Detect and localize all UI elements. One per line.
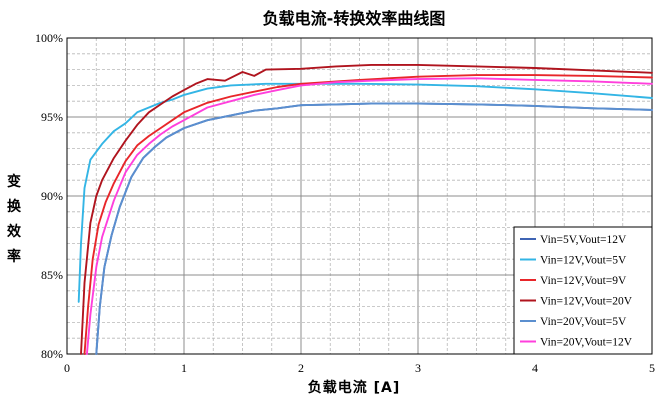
legend-entry: Vin=5V,Vout=12V (540, 234, 627, 246)
y-tick-label: 80% (41, 347, 63, 361)
series-line-6 (85, 77, 653, 355)
y-tick-label: 95% (41, 110, 63, 124)
y-axis-label-char: 率 (7, 248, 21, 265)
plot-frame (66, 37, 653, 355)
y-tick-label: 90% (41, 189, 63, 203)
x-tick-labels: 0 1 2 3 4 5 (64, 361, 655, 375)
series-lines (77, 63, 653, 355)
y-tick-label: 85% (41, 268, 63, 282)
x-tick-label: 4 (532, 361, 538, 375)
series-line-2 (77, 82, 653, 303)
x-tick-label: 2 (298, 361, 304, 375)
legend-box (513, 226, 653, 355)
y-axis-label-char: 变 (7, 173, 21, 190)
legend-entry: Vin=12V,Vout=5V (540, 255, 627, 267)
y-tick-labels: 80% 85% 90% 95% 100% (35, 31, 63, 361)
x-axis-label: 负载电流 [A] (308, 379, 401, 396)
y-tick-label: 100% (35, 31, 63, 45)
x-tick-label: 5 (649, 361, 655, 375)
series-line-4 (80, 63, 653, 355)
legend: Vin=5V,Vout=12V Vin=12V,Vout=5V Vin=12V,Vo… (513, 226, 653, 355)
x-tick-label: 0 (64, 361, 70, 375)
series-line-5 (95, 102, 653, 355)
x-tick-label: 1 (181, 361, 187, 375)
y-axis-label-char: 效 (7, 223, 22, 240)
chart-title: 负载电流-转换效率曲线图 (263, 9, 446, 28)
legend-entry: Vin=12V,Vout=9V (540, 275, 627, 287)
legend-entry: Vin=12V,Vout=20V (540, 296, 633, 308)
series-line-3 (83, 74, 653, 355)
y-axis-label-char: 换 (7, 198, 22, 215)
legend-entry: Vin=20V,Vout=5V (540, 316, 627, 328)
legend-entry: Vin=20V,Vout=12V (540, 337, 633, 349)
x-tick-label: 3 (415, 361, 421, 375)
